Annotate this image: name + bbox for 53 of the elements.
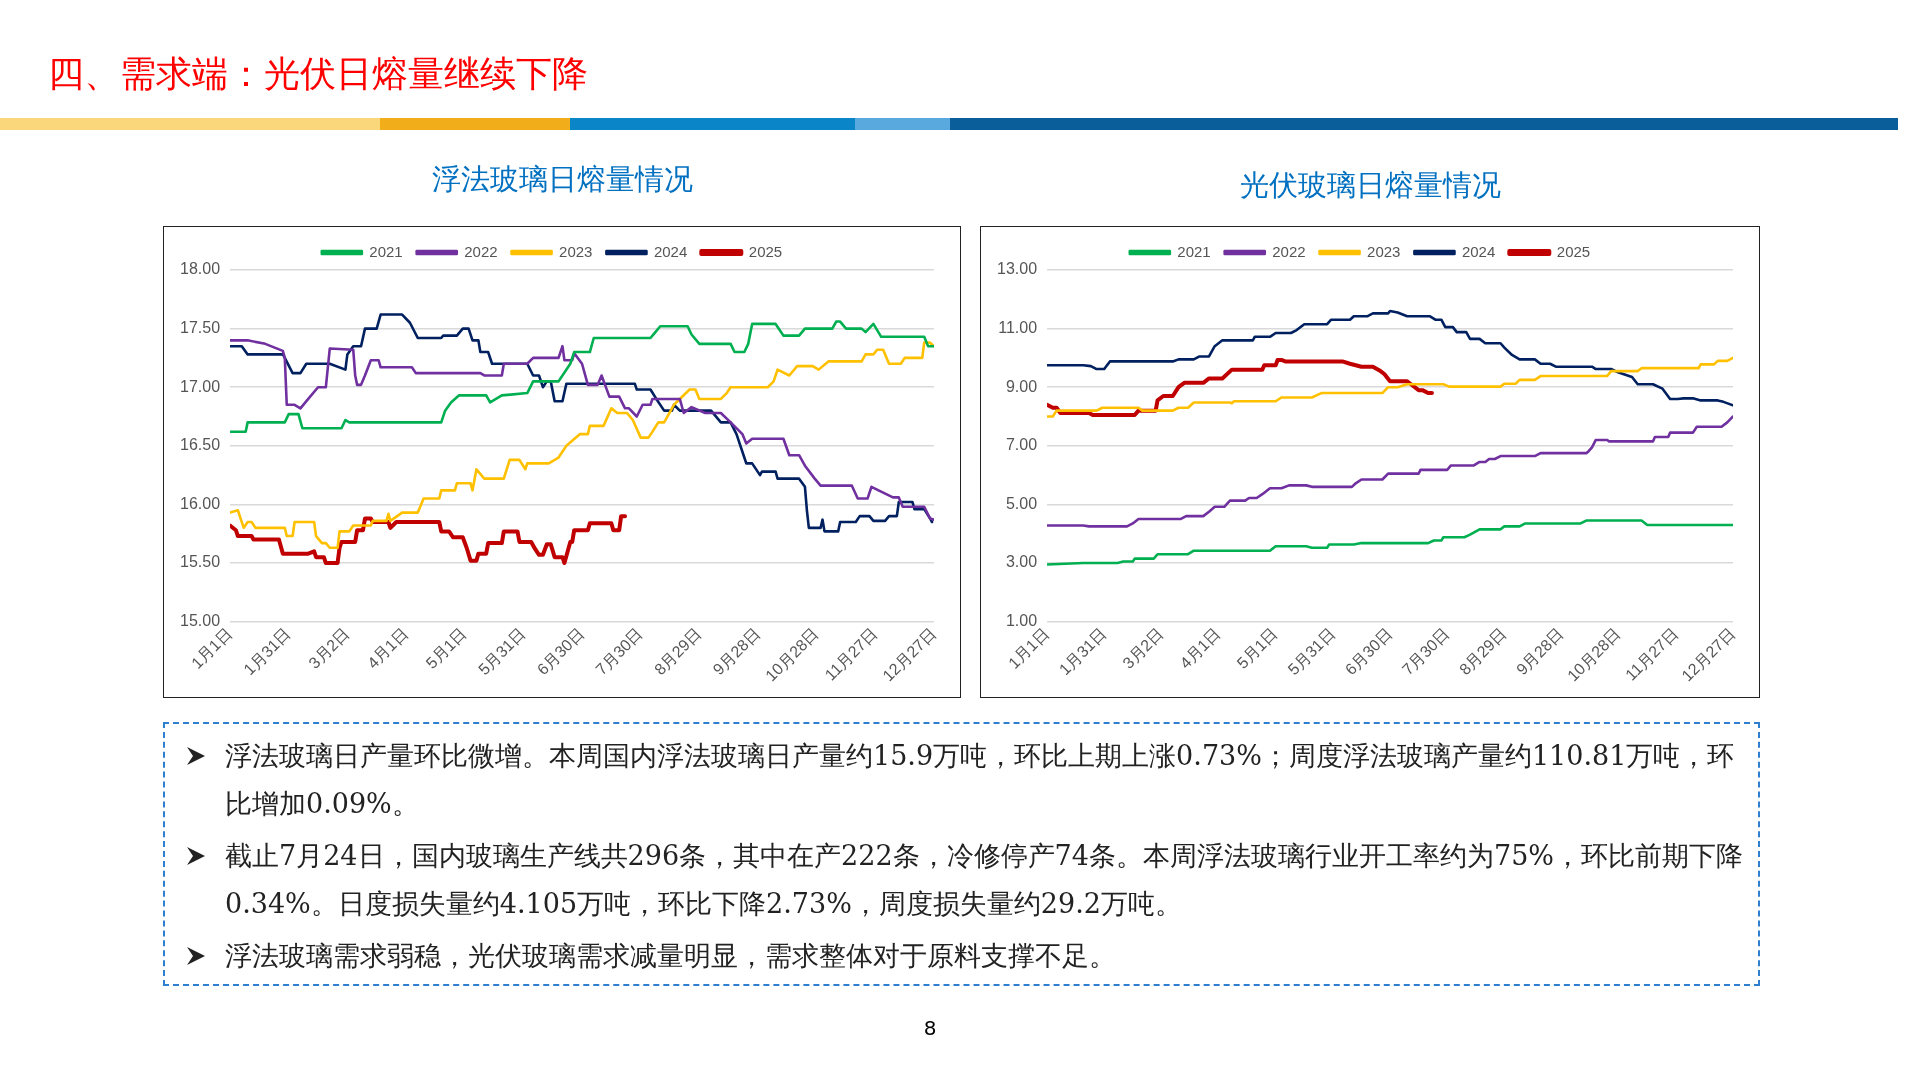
- y-tick-label: 18.00: [179, 260, 221, 278]
- legend-label: 2025: [1556, 242, 1591, 260]
- x-tick-label: 4月1日: [1176, 624, 1224, 672]
- legend-label: 2021: [1177, 242, 1211, 260]
- legend-label: 2024: [1461, 242, 1496, 260]
- y-tick-label: 17.50: [179, 319, 221, 337]
- x-tick-label: 9月28日: [709, 624, 764, 679]
- y-tick-label: 7.00: [1005, 436, 1038, 454]
- x-tick-label: 5月1日: [1233, 624, 1281, 672]
- x-tick-label: 11月27日: [821, 624, 881, 684]
- x-tick-label: 5月31日: [475, 624, 529, 679]
- y-tick-label: 15.00: [179, 612, 221, 630]
- y-tick-label: 17.00: [179, 377, 221, 395]
- text: 截止7月24日，国内玻璃生产线共296条，其中在产222条，冷修停产74条。本周浮法玻璃行业开工率约为75%，环比前期下降0.34%。日度损失量约4.105万吨，环比下降2.73%，周度损失量约29.2万吨。: [225, 839, 1744, 921]
- y-tick-label: 16.50: [179, 436, 221, 454]
- y-tick-label: 16.00: [179, 494, 221, 512]
- text: 浮法玻璃需求弱稳，光伏玻璃需求减量明显，需求整体对于原料支撑不足。: [225, 939, 1116, 973]
- chart-title: 光伏玻璃日熔量情况: [1238, 167, 1502, 204]
- x-tick-label: 1月31日: [1055, 624, 1110, 679]
- y-tick-label: 13.00: [996, 260, 1038, 278]
- text: 四、需求端：光伏日熔量继续下降: [48, 52, 588, 96]
- x-tick-label: 3月2日: [1119, 624, 1167, 672]
- x-tick-label: 7月30日: [592, 624, 646, 679]
- x-tick-label: 8月29日: [1456, 624, 1510, 679]
- legend-label: 2024: [653, 242, 688, 260]
- legend-label: 2023: [559, 242, 593, 260]
- x-tick-label: 1月31日: [240, 624, 294, 679]
- y-tick-label: 3.00: [1005, 553, 1038, 571]
- y-tick-label: 11.00: [998, 319, 1038, 337]
- legend-label: 2022: [1272, 242, 1306, 260]
- text: 8: [922, 1016, 938, 1040]
- x-tick-label: 10月28日: [1564, 624, 1624, 685]
- x-tick-label: 5月31日: [1284, 624, 1339, 679]
- x-tick-label: 3月2日: [305, 624, 353, 672]
- legend-label: 2025: [748, 242, 783, 260]
- x-tick-label: 6月30日: [533, 624, 588, 679]
- x-tick-label: 4月1日: [364, 624, 412, 672]
- x-tick-label: 9月28日: [1513, 624, 1567, 679]
- legend-label: 2022: [464, 242, 498, 260]
- y-tick-label: 1.00: [1005, 612, 1038, 630]
- x-tick-label: 8月29日: [651, 624, 705, 679]
- x-tick-label: 10月28日: [762, 624, 822, 685]
- text: 浮法玻璃日产量环比微增。本周国内浮法玻璃日产量约15.9万吨，环比上期上涨0.73%；周度浮法玻璃产量约110.81万吨，环比增加0.09%。: [225, 739, 1736, 821]
- chart-title: 浮法玻璃日熔量情况: [430, 161, 694, 198]
- y-tick-label: 15.50: [179, 553, 221, 571]
- legend-label: 2023: [1367, 242, 1401, 260]
- x-tick-label: 12月27日: [879, 624, 940, 685]
- x-tick-label: 6月30日: [1341, 624, 1396, 679]
- y-tick-label: 5.00: [1005, 494, 1038, 512]
- x-tick-label: 7月30日: [1398, 624, 1453, 679]
- legend-label: 2021: [369, 242, 403, 260]
- x-tick-label: 5月1日: [422, 624, 470, 672]
- y-tick-label: 9.00: [1005, 377, 1038, 395]
